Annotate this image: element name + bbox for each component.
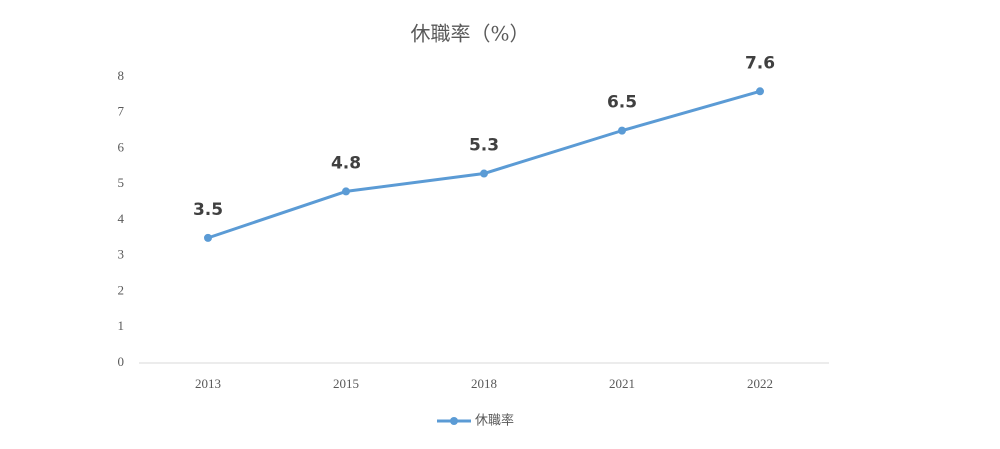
y-tick-label: 7 [118,104,125,119]
data-label: 3.5 [193,200,223,220]
x-tick-label: 2015 [333,376,359,391]
marker [204,233,212,242]
marker [756,87,764,96]
marker [342,187,350,196]
marker [480,169,488,178]
y-tick-label: 6 [118,139,125,154]
legend-label: 休職率 [475,413,514,429]
x-tick-label: 2022 [747,376,773,391]
chart-title: 休職率（%） [410,22,529,46]
y-tick-label: 3 [118,247,125,262]
data-label: 4.8 [331,153,361,173]
data-label: 7.6 [745,53,775,73]
y-tick-label: 0 [118,354,125,369]
marker [618,126,626,135]
y-tick-label: 5 [118,175,125,190]
y-tick-label: 1 [118,318,125,333]
x-tick-label: 2018 [471,376,497,391]
data-label: 5.3 [469,136,499,156]
x-tick-label: 2021 [609,376,635,391]
y-tick-label: 8 [118,68,125,83]
data-label: 6.5 [607,93,637,113]
legend-marker [450,417,458,425]
y-tick-label: 2 [118,282,125,297]
y-tick-label: 4 [118,211,125,226]
x-tick-label: 2013 [195,376,221,391]
